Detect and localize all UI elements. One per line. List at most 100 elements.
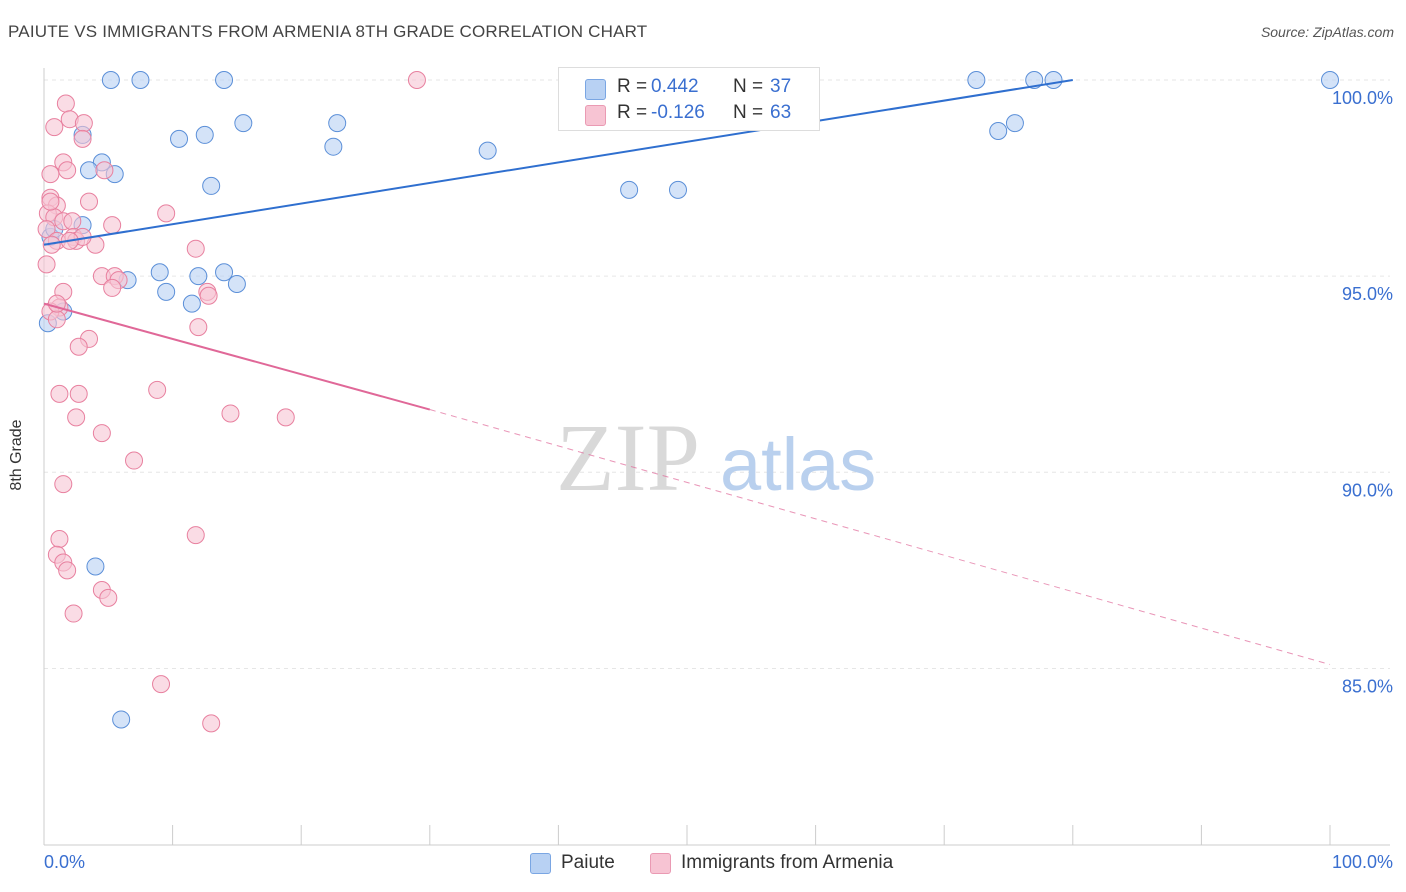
x-tick-label: 100.0%: [1332, 852, 1393, 872]
legend-swatch-paiute: [585, 79, 606, 100]
bottom-legend-swatch-paiute: [530, 853, 551, 874]
paiute-point: [80, 161, 99, 180]
armenia-point: [56, 94, 75, 113]
paiute-point: [182, 294, 201, 313]
armenia-point: [67, 408, 86, 427]
armenia-point: [37, 255, 56, 274]
paiute-point: [324, 137, 343, 156]
paiute-point: [202, 176, 221, 195]
y-axis-label: 8th Grade: [8, 419, 25, 491]
paiute-point: [112, 710, 131, 729]
armenia-point: [73, 129, 92, 148]
paiute-point: [86, 557, 105, 576]
armenia-point: [186, 526, 205, 545]
paiute-trend-line: [43, 79, 1073, 246]
armenia-point: [69, 337, 88, 356]
armenia-point: [186, 239, 205, 258]
tick-labels: 85.0% 90.0% 95.0% 100.0% 0.0% 100.0%: [44, 88, 1393, 872]
legend-n-value: 37: [770, 76, 792, 97]
paiute-point: [157, 282, 176, 301]
legend-r-value: -0.126: [651, 102, 705, 123]
y-tick-label: 90.0%: [1342, 480, 1393, 500]
legend-r-label: R =: [617, 102, 648, 123]
legend-n-label: N =: [733, 76, 764, 97]
armenia-point: [103, 216, 122, 235]
armenia-point: [152, 675, 171, 694]
armenia-point: [74, 114, 93, 133]
armenia-point: [103, 278, 122, 297]
paiute-point: [170, 129, 189, 148]
bottom-legend-label-paiute: Paiute: [561, 852, 615, 873]
paiute-point: [215, 263, 234, 282]
watermark: ZIP atlas: [556, 404, 876, 511]
y-tick-label: 85.0%: [1342, 676, 1393, 696]
chart-title: PAIUTE VS IMMIGRANTS FROM ARMENIA 8TH GR…: [8, 22, 648, 41]
armenia-point: [64, 604, 83, 623]
bottom-legend-label-armenia: Immigrants from Armenia: [681, 852, 894, 873]
legend-r-value: 0.442: [651, 76, 699, 97]
paiute-point: [150, 263, 169, 282]
armenia-point: [189, 318, 208, 337]
armenia-point: [47, 310, 66, 329]
paiute-point: [967, 71, 986, 89]
source-credit: Source: ZipAtlas.com: [1260, 24, 1394, 40]
paiute-point: [1025, 71, 1044, 89]
stats-legend: R = 0.442 N = 37 R = -0.126 N = 63: [558, 67, 820, 131]
watermark-atlas: atlas: [720, 423, 876, 506]
paiute-point: [215, 71, 234, 89]
paiute-point: [131, 71, 150, 89]
paiute-point: [1044, 71, 1063, 89]
paiute-point: [227, 275, 246, 293]
armenia-trend-line: [43, 302, 431, 411]
paiute-point: [478, 141, 497, 160]
paiute-point: [195, 125, 214, 144]
paiute-point: [668, 180, 687, 199]
armenia-point: [407, 71, 426, 89]
armenia-point: [221, 404, 240, 423]
armenia-point: [58, 161, 77, 180]
armenia-point: [69, 384, 88, 403]
data-points: [37, 71, 1339, 733]
legend-n-value: 63: [770, 102, 792, 123]
armenia-point: [41, 192, 60, 211]
armenia-point: [157, 204, 176, 223]
armenia-point: [58, 561, 77, 580]
armenia-point: [63, 212, 82, 231]
paiute-point: [328, 114, 347, 133]
paiute-point: [101, 71, 120, 89]
trend-lines: [43, 79, 1331, 666]
armenia-point: [45, 118, 64, 137]
bottom-legend-swatch-armenia: [650, 853, 671, 874]
armenia-point: [202, 714, 221, 733]
armenia-point: [125, 451, 144, 470]
armenia-trend-extension: [429, 409, 1331, 666]
armenia-point: [42, 235, 61, 254]
paiute-point: [1005, 114, 1024, 133]
watermark-zip: ZIP: [556, 404, 700, 511]
armenia-point: [99, 588, 118, 607]
legend-n-label: N =: [733, 102, 764, 123]
armenia-point: [54, 475, 73, 494]
armenia-point: [41, 165, 60, 184]
paiute-point: [989, 122, 1008, 140]
legend-swatch-armenia: [585, 105, 606, 126]
armenia-point: [50, 384, 69, 403]
paiute-point: [189, 267, 208, 286]
paiute-point: [1321, 71, 1339, 89]
paiute-point: [620, 180, 639, 199]
armenia-point: [92, 424, 111, 443]
armenia-point: [199, 286, 218, 305]
armenia-point: [148, 380, 167, 399]
axes: [43, 68, 1390, 846]
legend-r-label: R =: [617, 76, 648, 97]
armenia-point: [95, 161, 114, 180]
armenia-point: [276, 408, 295, 427]
paiute-point: [234, 114, 253, 133]
armenia-point: [80, 192, 99, 211]
y-tick-label: 100.0%: [1332, 88, 1393, 108]
armenia-point: [50, 530, 69, 548]
x-tick-label: 0.0%: [44, 852, 85, 872]
y-tick-label: 95.0%: [1342, 284, 1393, 304]
grid-lines: [44, 79, 1390, 669]
